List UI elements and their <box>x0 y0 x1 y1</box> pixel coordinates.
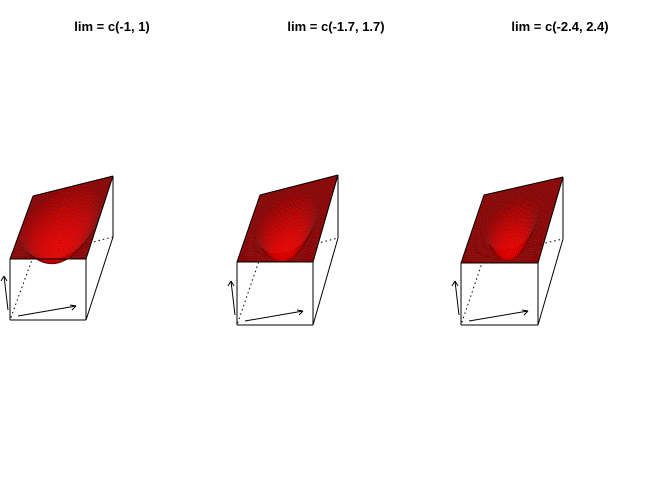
axis-arrows <box>0 275 77 317</box>
x-axis-arrow <box>17 305 77 317</box>
plot-1 <box>0 175 114 321</box>
arrow-head <box>69 304 77 311</box>
axis-arrows <box>227 280 304 322</box>
box-edge <box>483 176 564 196</box>
plot-2 <box>227 174 339 326</box>
panel-1: lim = c(-1, 1) <box>0 0 224 480</box>
box-edge <box>9 195 34 260</box>
arrow-head <box>0 275 8 282</box>
box-edge <box>85 236 114 321</box>
arrow-head <box>451 280 459 287</box>
box-back-edge <box>236 257 261 326</box>
z-axis-arrow <box>454 280 460 316</box>
box-edge <box>312 174 339 263</box>
box-back-edge <box>460 256 485 326</box>
box-edge <box>312 237 339 326</box>
x-axis-arrow <box>244 310 304 322</box>
panel-2: lim = c(-1.7, 1.7) <box>224 0 448 480</box>
plot-3 <box>451 176 564 326</box>
panel-title-2: lim = c(-1.7, 1.7) <box>287 19 385 34</box>
z-axis-arrow <box>3 275 9 311</box>
z-axis-arrow <box>230 280 236 316</box>
surface <box>460 176 564 264</box>
arrow-head <box>296 309 304 316</box>
box-edge <box>236 194 261 263</box>
box-edge <box>85 175 114 260</box>
box-edge <box>259 174 339 196</box>
box-edge <box>460 194 485 264</box>
panel-title-3: lim = c(-2.4, 2.4) <box>511 19 609 34</box>
axis-arrows <box>451 280 529 322</box>
box-back-edge <box>9 256 34 321</box>
panel-title-1: lim = c(-1, 1) <box>74 19 150 34</box>
arrow-head <box>227 280 235 287</box>
x-axis-arrow <box>468 310 529 322</box>
box-edge <box>537 176 564 264</box>
panel-3: lim = c(-2.4, 2.4) <box>448 0 672 480</box>
box-edge <box>537 238 564 326</box>
arrow-head <box>521 309 529 316</box>
box-edge <box>32 175 114 197</box>
surface <box>9 175 114 265</box>
